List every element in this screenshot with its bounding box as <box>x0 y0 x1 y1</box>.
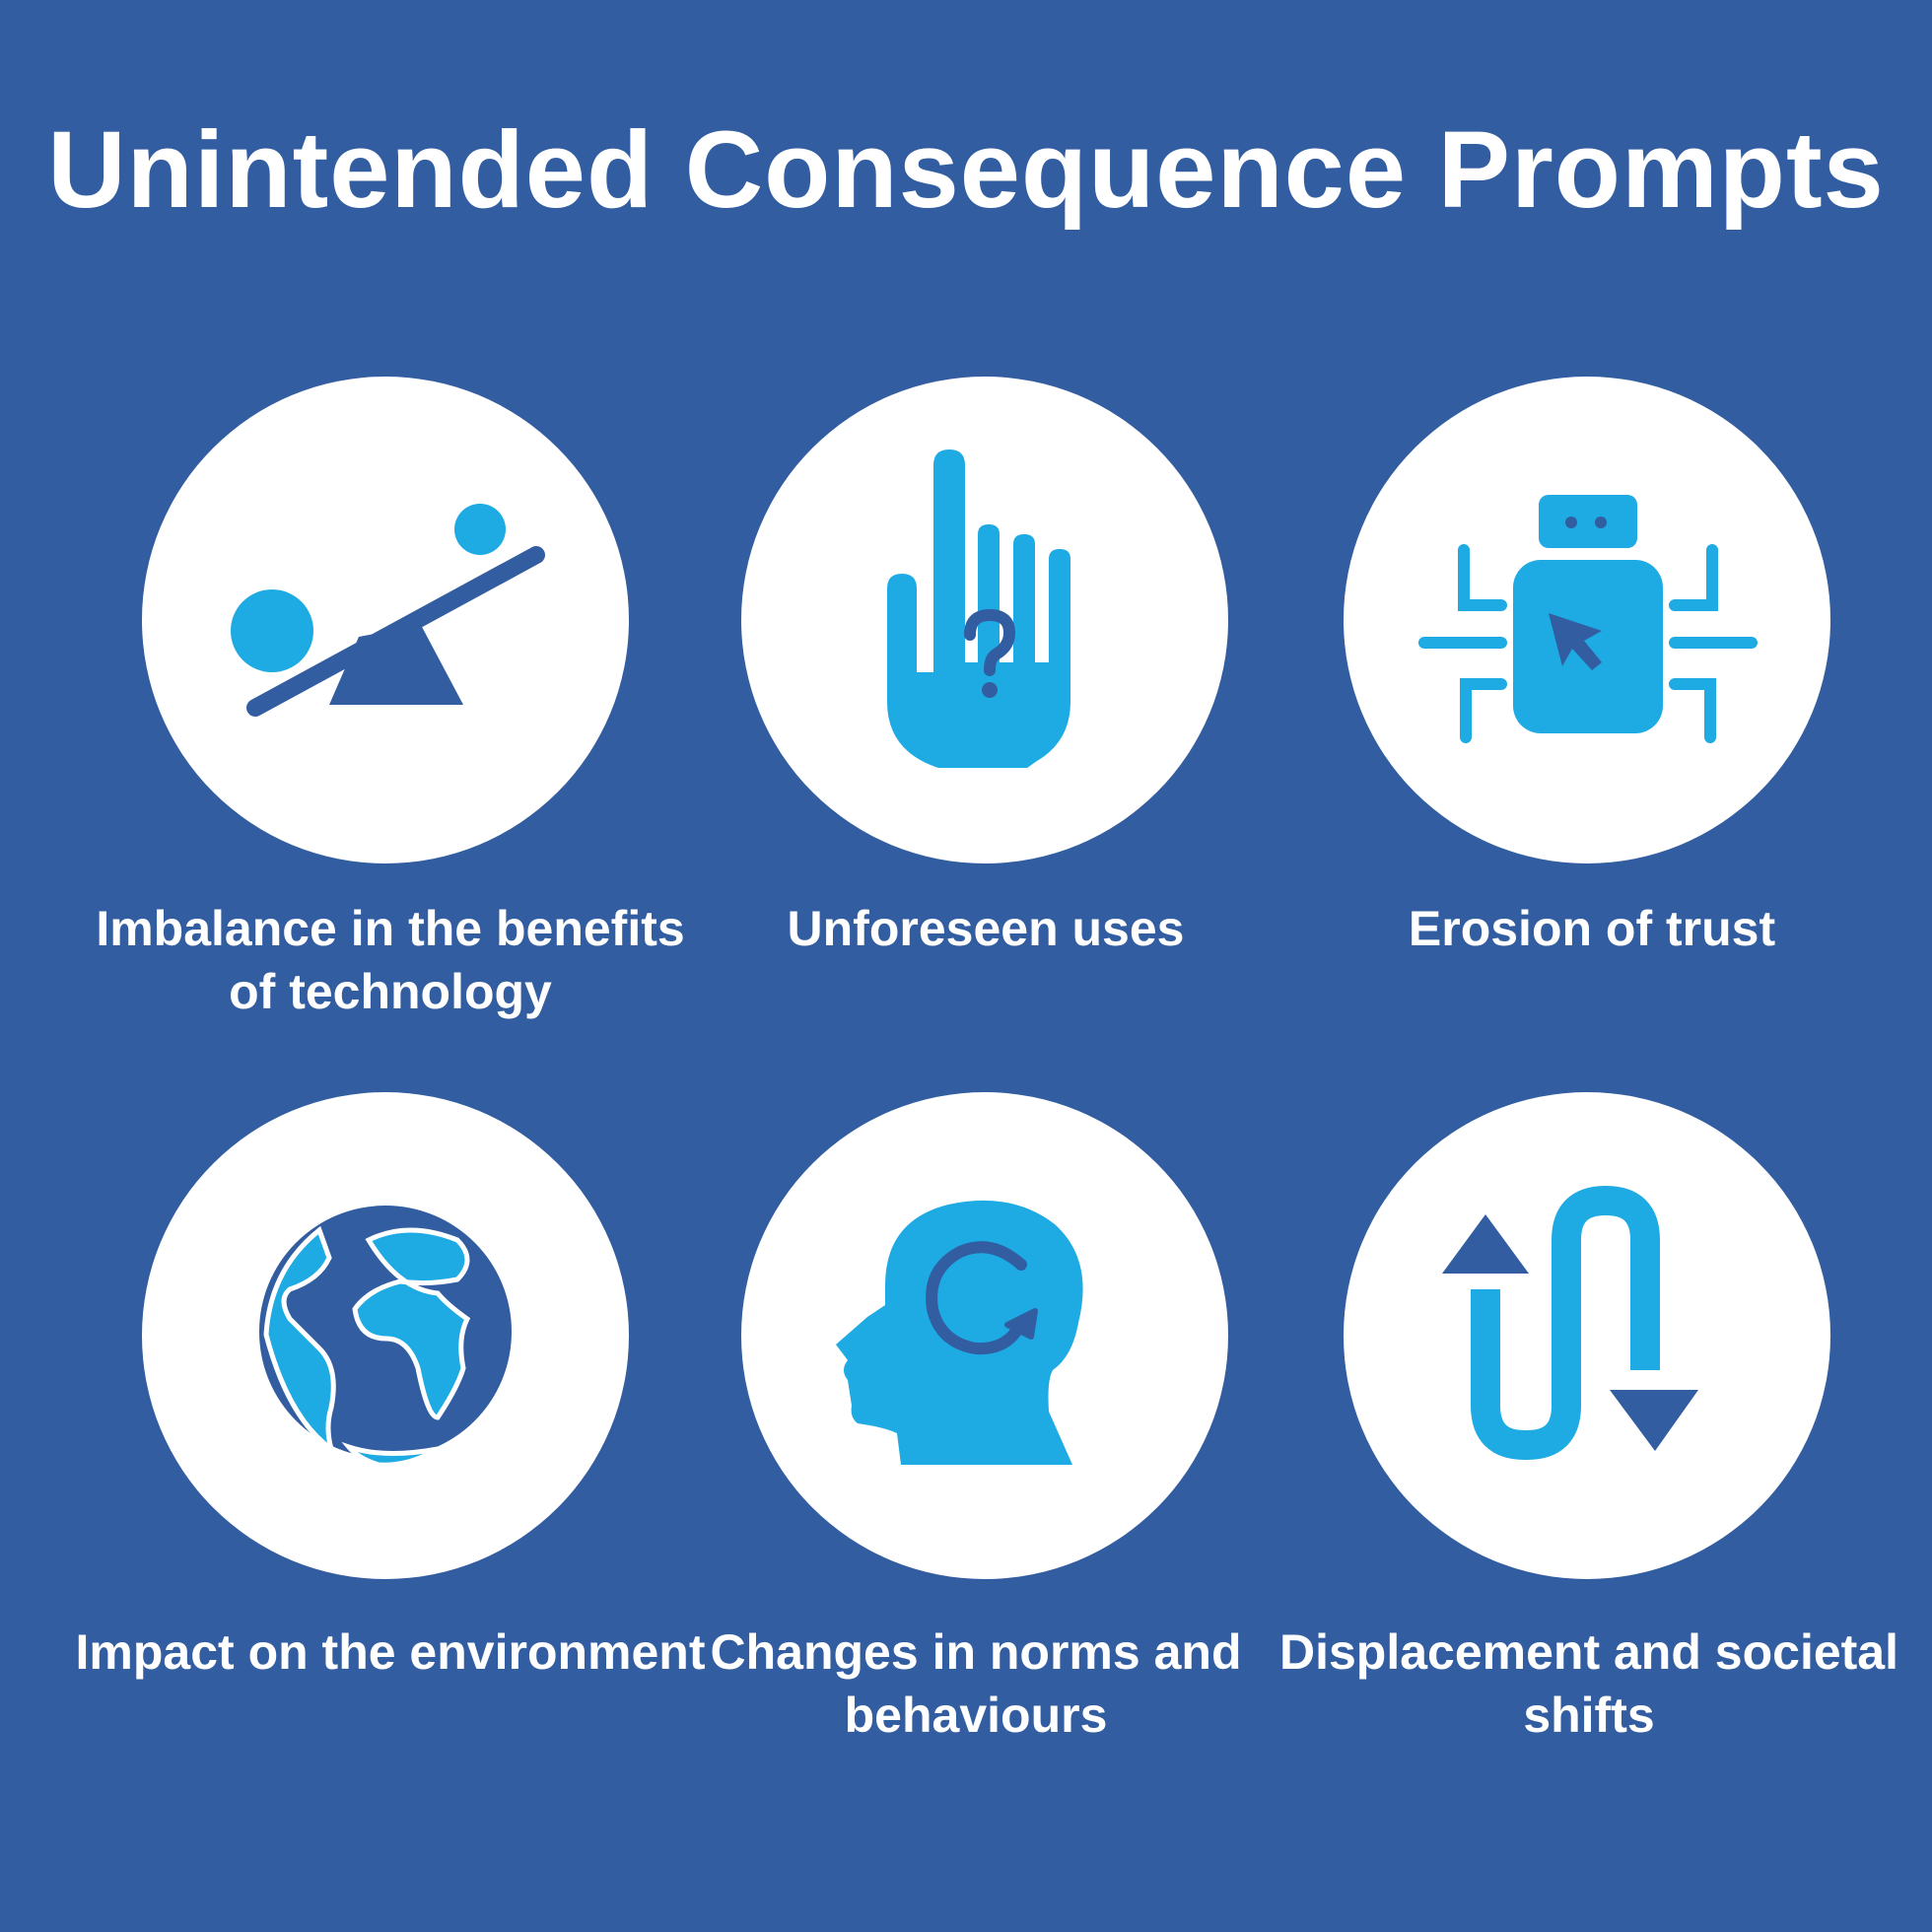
icon-circle <box>142 377 629 863</box>
head-cycle-icon <box>836 1200 1083 1465</box>
icon-circle <box>741 377 1228 863</box>
prompt-label: Changes in norms and behaviours <box>710 1624 1242 1743</box>
prompt-label: Imbalance in the benefits of technology <box>96 901 685 1019</box>
icon-circle <box>142 1092 629 1579</box>
seesaw-icon <box>231 504 545 717</box>
icon-circle <box>741 1092 1228 1579</box>
page-title: Unintended Consequence Prompts <box>47 109 1885 231</box>
hand-question-icon <box>887 449 1070 768</box>
prompt-label: Displacement and societal shifts <box>1278 1624 1898 1743</box>
prompt-label: Impact on the environment <box>75 1624 706 1680</box>
globe-icon <box>259 1206 512 1468</box>
up-down-arrows-icon <box>1442 1186 1698 1460</box>
prompt-label: Unforeseen uses <box>787 901 1185 956</box>
icon-circle <box>1344 377 1830 863</box>
robot-cursor-icon <box>1418 495 1758 743</box>
icon-circle <box>1344 1092 1830 1579</box>
prompt-label: Erosion of trust <box>1408 901 1776 956</box>
